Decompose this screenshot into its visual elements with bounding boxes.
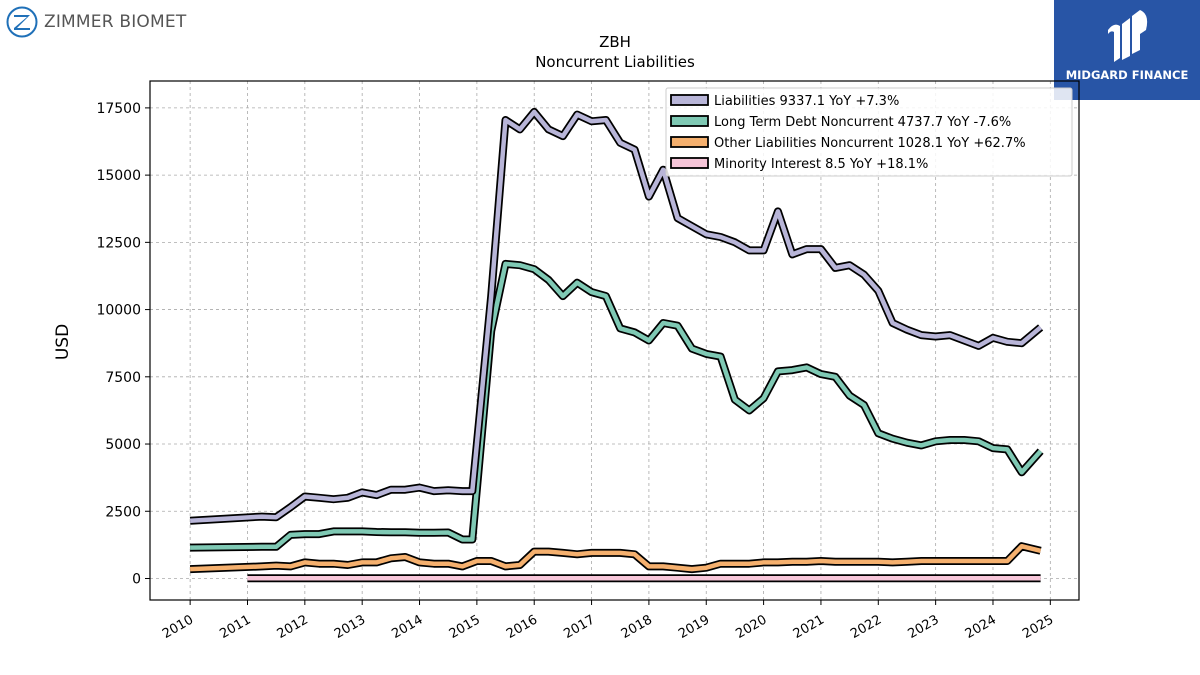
legend-label-liabilities: Liabilities 9337.1 YoY +7.3% [714,94,899,109]
series-line-liabilities [189,109,1043,523]
x-tick-label: 2019 [676,612,712,642]
y-tick-label: 12500 [96,235,141,251]
zimmer-biomet-logo: ZIMMER BIOMET [6,5,206,39]
legend-label-long-term-debt-noncurrent: Long Term Debt Noncurrent 4737.7 YoY -7.… [714,115,1011,130]
x-tick-label: 2025 [1020,612,1056,642]
legend-box [665,87,1073,177]
x-tick-label: 2024 [963,612,999,642]
y-tick-label: 15000 [96,168,141,184]
x-tick-label: 2010 [160,612,196,642]
chart-title: ZBH [599,33,631,51]
legend-swatch-minority-interest [670,157,709,169]
x-tick-label: 2016 [504,612,540,642]
legend: Liabilities 9337.1 YoY +7.3% Long Term De… [665,87,1073,177]
x-tick-label: 2017 [561,612,597,642]
x-tick-label: 2014 [389,612,425,642]
legend-label-other-liabilities-noncurrent: Other Liabilities Noncurrent 1028.1 YoY … [714,136,1026,151]
y-tick-label: 7500 [105,370,141,386]
x-tick-label: 2021 [791,612,827,642]
midgard-finance-logo-icon [1108,10,1148,63]
series-lines [189,107,1044,583]
x-tick-label: 2023 [905,612,941,642]
midgard-finance-watermark: MIDGARD FINANCE [1054,0,1200,100]
plot-frame [149,80,1080,601]
x-tick-label: 2012 [275,612,311,642]
x-tick-label: 2022 [848,612,884,642]
y-tick-label: 0 [132,571,141,587]
series-outline-long-term-debt-noncurrent [190,259,1044,552]
y-tick-label: 5000 [105,437,141,453]
series-line-long-term-debt-noncurrent [190,261,1043,550]
zimmer-biomet-logo-icon [6,6,38,38]
y-tick-label: 17500 [96,101,141,117]
x-tick-label: 2015 [447,612,483,642]
legend-swatch-other-liabilities-noncurrent [670,136,709,148]
x-tick-label: 2011 [217,612,253,642]
x-tick-label: 2020 [733,612,769,642]
y-axis-label: USD [53,324,73,360]
series-line-other-liabilities-noncurrent [190,543,1042,572]
chart-subtitle: Noncurrent Liabilities [535,53,695,71]
legend-swatch-liabilities [670,94,709,106]
legend-label-minority-interest: Minority Interest 8.5 YoY +18.1% [714,157,928,172]
y-tick-label: 10000 [96,303,141,319]
legend-swatch-long-term-debt-noncurrent [670,115,709,127]
x-tick-label: 2013 [332,612,368,642]
y-tick-label: 2500 [105,504,141,520]
x-tick-label: 2018 [619,612,655,642]
watermark-text: MIDGARD FINANCE [1065,68,1189,82]
company-logo-text: ZIMMER BIOMET [44,12,187,32]
